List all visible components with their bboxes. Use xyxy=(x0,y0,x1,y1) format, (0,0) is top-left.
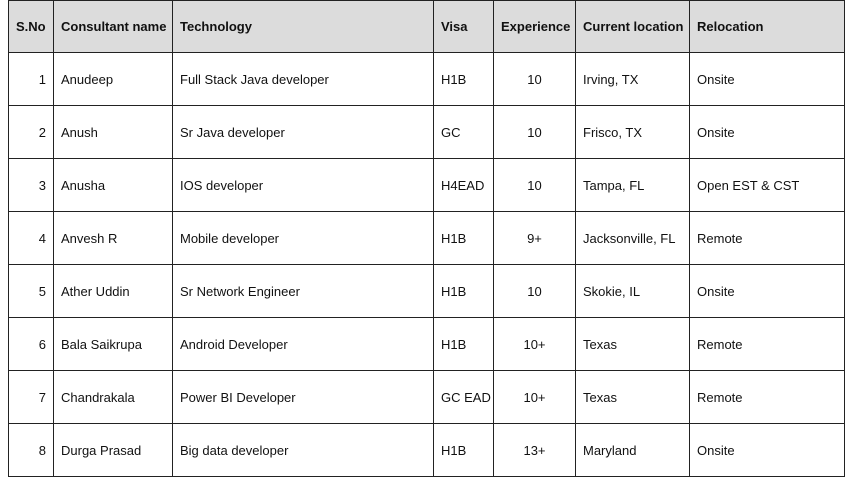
cell-relocation: Remote xyxy=(689,370,845,424)
cell-experience: 10+ xyxy=(493,317,576,371)
cell-technology: IOS developer xyxy=(172,158,434,212)
cell-current-location: Irving, TX xyxy=(575,52,690,106)
cell-visa: H1B xyxy=(433,211,494,265)
cell-technology: Big data developer xyxy=(172,423,434,477)
cell-technology: Android Developer xyxy=(172,317,434,371)
cell-current-location: Tampa, FL xyxy=(575,158,690,212)
table-row: 3 Anusha IOS developer H4EAD 10 Tampa, FL Open… xyxy=(8,158,845,212)
table-row: 2 Anush Sr Java developer GC 10 Frisco, TX Ons… xyxy=(8,105,845,159)
cell-current-location: Frisco, TX xyxy=(575,105,690,159)
header-technology: Technology xyxy=(172,0,434,53)
cell-experience: 10 xyxy=(493,264,576,318)
cell-consultant-name: Durga Prasad xyxy=(53,423,173,477)
cell-technology: Mobile developer xyxy=(172,211,434,265)
cell-relocation: Open EST & CST xyxy=(689,158,845,212)
header-row: S.No Consultant name Technology Visa Exp… xyxy=(8,0,845,53)
cell-technology: Power BI Developer xyxy=(172,370,434,424)
cell-current-location: Jacksonville, FL xyxy=(575,211,690,265)
cell-experience: 9+ xyxy=(493,211,576,265)
cell-visa: H4EAD xyxy=(433,158,494,212)
cell-sno: 8 xyxy=(8,423,54,477)
cell-sno: 6 xyxy=(8,317,54,371)
cell-current-location: Skokie, IL xyxy=(575,264,690,318)
cell-experience: 10 xyxy=(493,158,576,212)
cell-visa: GC xyxy=(433,105,494,159)
cell-sno: 4 xyxy=(8,211,54,265)
header-consultant-name: Consultant name xyxy=(53,0,173,53)
cell-visa: H1B xyxy=(433,317,494,371)
table-body: 1 Anudeep Full Stack Java developer H1B 10 Ir… xyxy=(8,52,845,477)
cell-relocation: Remote xyxy=(689,317,845,371)
cell-experience: 13+ xyxy=(493,423,576,477)
table-row: 6 Bala Saikrupa Android Developer H1B 10+ Tex… xyxy=(8,317,845,371)
cell-sno: 3 xyxy=(8,158,54,212)
cell-technology: Sr Network Engineer xyxy=(172,264,434,318)
cell-consultant-name: Ather Uddin xyxy=(53,264,173,318)
cell-consultant-name: Chandrakala xyxy=(53,370,173,424)
header-visa: Visa xyxy=(433,0,494,53)
cell-sno: 5 xyxy=(8,264,54,318)
table-row: 5 Ather Uddin Sr Network Engineer H1B 10 Skok… xyxy=(8,264,845,318)
cell-relocation: Onsite xyxy=(689,264,845,318)
cell-experience: 10 xyxy=(493,52,576,106)
cell-technology: Full Stack Java developer xyxy=(172,52,434,106)
cell-current-location: Texas xyxy=(575,317,690,371)
cell-sno: 2 xyxy=(8,105,54,159)
cell-relocation: Onsite xyxy=(689,423,845,477)
consultants-table: S.No Consultant name Technology Visa Exp… xyxy=(8,0,845,477)
cell-current-location: Maryland xyxy=(575,423,690,477)
header-current-location: Current location xyxy=(575,0,690,53)
table-row: 1 Anudeep Full Stack Java developer H1B 10 Ir… xyxy=(8,52,845,106)
cell-sno: 1 xyxy=(8,52,54,106)
cell-visa: H1B xyxy=(433,264,494,318)
cell-relocation: Onsite xyxy=(689,105,845,159)
table-row: 4 Anvesh R Mobile developer H1B 9+ Jacksonvil… xyxy=(8,211,845,265)
cell-consultant-name: Anush xyxy=(53,105,173,159)
cell-visa: H1B xyxy=(433,423,494,477)
cell-consultant-name: Bala Saikrupa xyxy=(53,317,173,371)
cell-consultant-name: Anusha xyxy=(53,158,173,212)
table-header: S.No Consultant name Technology Visa Exp… xyxy=(8,0,845,53)
cell-technology: Sr Java developer xyxy=(172,105,434,159)
table-row: 8 Durga Prasad Big data developer H1B 13+ Mar… xyxy=(8,423,845,477)
header-sno: S.No xyxy=(8,0,54,53)
table-row: 7 Chandrakala Power BI Developer GC EAD 10+ T… xyxy=(8,370,845,424)
cell-relocation: Remote xyxy=(689,211,845,265)
cell-current-location: Texas xyxy=(575,370,690,424)
cell-consultant-name: Anvesh R xyxy=(53,211,173,265)
cell-relocation: Onsite xyxy=(689,52,845,106)
cell-experience: 10+ xyxy=(493,370,576,424)
cell-sno: 7 xyxy=(8,370,54,424)
cell-visa: GC EAD xyxy=(433,370,494,424)
header-experience: Experience xyxy=(493,0,576,53)
cell-visa: H1B xyxy=(433,52,494,106)
header-relocation: Relocation xyxy=(689,0,845,53)
cell-consultant-name: Anudeep xyxy=(53,52,173,106)
cell-experience: 10 xyxy=(493,105,576,159)
